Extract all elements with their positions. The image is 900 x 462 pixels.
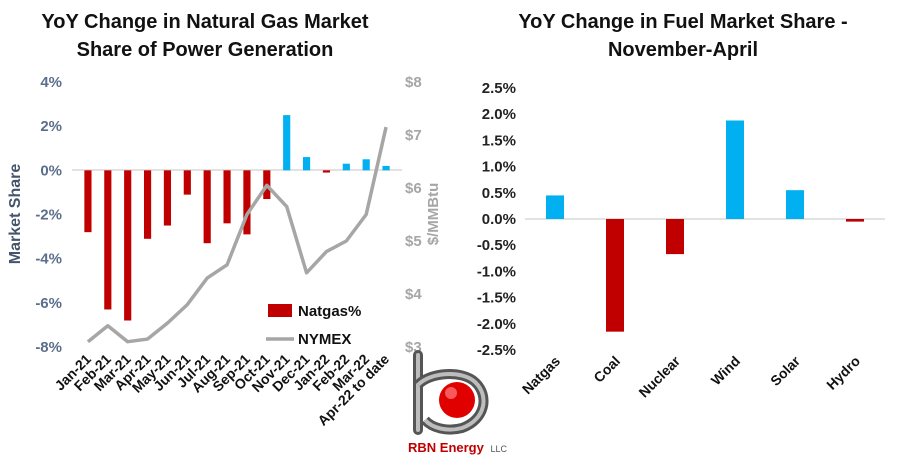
right-chart-y-ticks: 2.5% 2.0% 1.5% 1.0% 0.5% 0.0% -0.5% -1.0% -1.5% -… [477,80,516,359]
right-category-label: Coal [590,353,623,386]
right-chart: YoY Change in Fuel Market Share - Novemb… [477,11,885,400]
right-chart-y-tick: 1.5% [482,132,516,149]
logo-suffix: LLC [490,444,507,454]
right-chart-y-tick: 0.0% [482,211,516,228]
left-y-tick: -4% [35,251,62,268]
natgas-bar [163,170,172,226]
left-y-tick: -6% [35,295,62,312]
right-chart-y-tick: 1.0% [482,159,516,176]
natgas-bar [283,115,291,171]
rbn-logo-mark [413,350,489,435]
right-y-ticks: $8$7$6$5$4$3 [405,74,422,356]
left-y-ticks: 4% 2% 0% -2% -4% -6% -8% [35,74,62,356]
nymex-line [86,126,388,344]
fuel-bar [846,219,864,222]
right-y-tick: $8 [405,74,422,91]
natgas-bar [223,170,231,224]
left-y-tick: -8% [35,339,62,356]
right-category-label: Wind [708,353,743,388]
natgas-bars [84,115,390,321]
right-category-label: Natgas [519,353,563,397]
legend-natgas-swatch [268,304,292,317]
right-chart-title-line-2: November-April [608,39,758,61]
rbn-logo: RBN Energy LLC [408,350,507,455]
natgas-bar [342,163,350,171]
left-y-axis-label: Market Share [7,164,24,265]
legend-natgas-label: Natgas% [298,303,361,320]
left-y-tick: 2% [40,118,62,135]
logo-name: RBN Energy [408,440,485,455]
left-chart-title-line-2: Share of Power Generation [77,39,334,61]
left-y-tick: 0% [40,162,62,179]
right-chart-title-line-1: YoY Change in Fuel Market Share - [518,11,847,33]
right-y-tick: $4 [405,286,422,303]
left-legend: Natgas% NYMEX [266,303,361,348]
right-y-tick: $5 [405,233,422,250]
natgas-bar [124,170,132,321]
right-chart-y-tick: -1.0% [477,263,516,280]
right-chart-y-tick: 0.5% [482,185,516,202]
natgas-bar [382,165,390,171]
fuel-bar [546,195,564,219]
right-chart-y-tick: -2.5% [477,342,516,359]
natgas-bar [183,170,191,195]
natgas-bar [104,170,112,310]
fuel-bar [786,190,804,219]
natgas-bar [84,170,92,233]
right-y-tick: $7 [405,127,422,144]
natgas-bar [362,159,370,171]
right-y-tick: $6 [405,180,422,197]
fuel-bar [666,219,684,255]
natgas-bar [243,170,251,235]
fuel-bars [546,120,864,332]
natgas-bar [203,170,211,244]
left-chart: YoY Change in Natural Gas Market Share o… [7,11,442,429]
left-chart-title-line-1: YoY Change in Natural Gas Market [41,11,368,33]
fuel-bar [726,120,744,219]
legend-nymex-label: NYMEX [298,331,351,348]
right-chart-y-tick: -1.5% [477,290,516,307]
logo-text: RBN Energy LLC [408,440,507,455]
right-chart-y-tick: -2.0% [477,316,516,333]
right-category-label: Solar [767,352,803,388]
right-chart-y-tick: 2.5% [482,80,516,97]
natgas-bar [322,170,331,173]
fuel-bar [606,219,624,332]
left-y-tick: -2% [35,207,62,224]
natgas-bar [302,157,311,171]
left-y-tick: 4% [40,74,62,91]
left-category-labels: Jan-21Feb-21Mar-21Apr-21May-21Jun-21Jul-… [51,351,392,429]
right-chart-y-tick: -0.5% [477,237,516,254]
right-chart-y-tick: 2.0% [482,106,516,123]
right-category-labels: Natgas Coal Nuclear Wind Solar Hydro [519,352,863,400]
right-category-label: Nuclear [635,352,683,400]
natgas-bar [143,170,152,239]
right-category-label: Hydro [823,353,863,393]
right-y-axis-label: $/MMBtu [425,183,442,246]
